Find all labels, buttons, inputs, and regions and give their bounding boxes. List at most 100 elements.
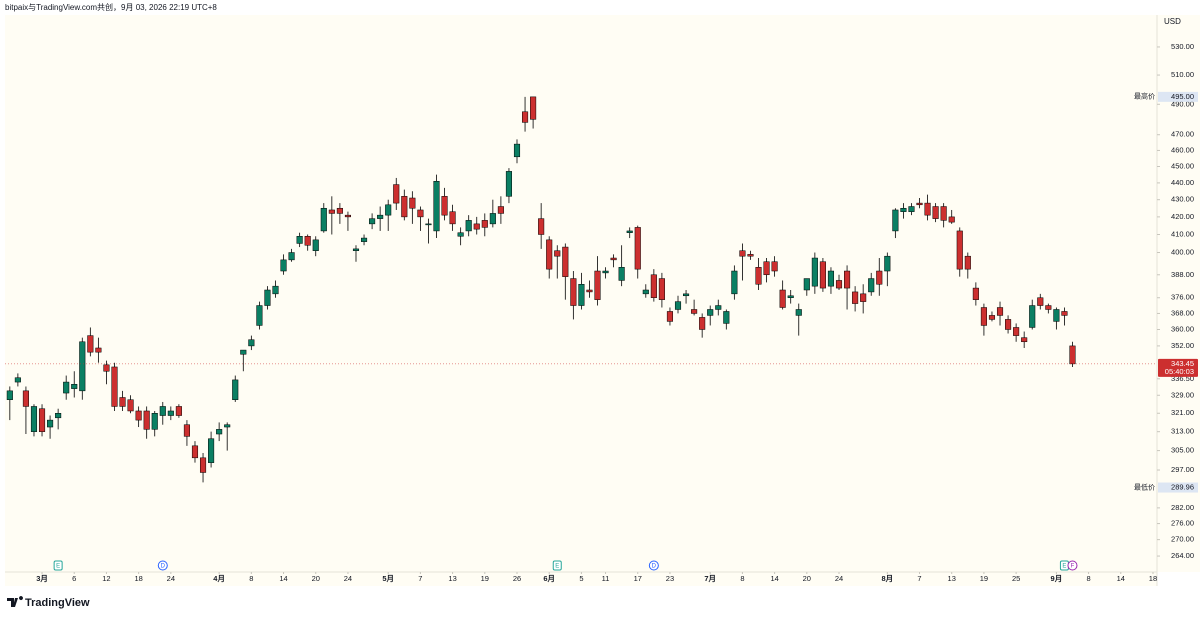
- candle-body: [844, 270, 851, 289]
- event-label: E: [56, 564, 60, 570]
- candle-body: [980, 307, 987, 326]
- x-tick-label: 24: [835, 574, 843, 583]
- candles: [6, 96, 1076, 483]
- low-marker-box: [1158, 482, 1198, 493]
- candle-body: [135, 410, 142, 421]
- candle-body: [481, 220, 488, 228]
- event-label: F: [1071, 564, 1075, 570]
- x-tick-label: 5月: [382, 574, 394, 583]
- candle-body: [683, 293, 690, 297]
- candle-body: [852, 291, 859, 304]
- candle-body: [497, 206, 504, 214]
- y-tick-label: 297.00: [1171, 465, 1194, 474]
- candle-body: [803, 278, 810, 291]
- candle-body: [119, 397, 126, 407]
- candle-body: [159, 406, 166, 416]
- candle-body: [304, 236, 311, 246]
- y-tick-label: 282.00: [1171, 503, 1194, 512]
- candle-body: [650, 274, 657, 298]
- candle-body: [328, 209, 335, 214]
- candle-body: [819, 261, 826, 289]
- candle-body: [908, 206, 915, 212]
- logo-icon: [7, 596, 23, 607]
- candle-body: [674, 301, 682, 310]
- candle-body: [433, 180, 440, 232]
- candle-body: [224, 424, 231, 428]
- x-tick-label: 17: [634, 574, 642, 583]
- x-tick-label: 8月: [881, 574, 893, 583]
- candle-body: [642, 289, 649, 295]
- x-tick-label: 7: [418, 574, 422, 583]
- candle-body: [940, 206, 947, 221]
- candle-body: [191, 445, 199, 459]
- candle-body: [385, 204, 392, 216]
- candle-body: [932, 206, 939, 219]
- candle-body: [151, 413, 158, 430]
- countdown: 05:40:03: [1165, 367, 1194, 376]
- candle-body: [763, 261, 770, 276]
- event-marker: [1067, 560, 1078, 571]
- x-tick-label: 11: [602, 574, 610, 583]
- y-tick-label: 360.00: [1171, 324, 1194, 333]
- low-marker-label: 最低价: [1134, 482, 1155, 491]
- logo: TradingView: [7, 596, 90, 609]
- x-tick-label: 19: [980, 574, 988, 583]
- candle-body: [626, 230, 633, 233]
- candle-body: [14, 377, 21, 383]
- x-tick-label: 4月: [213, 574, 225, 583]
- candle-body: [715, 305, 722, 310]
- high-marker-label: 最高价: [1134, 92, 1155, 101]
- candle-body: [208, 438, 215, 463]
- candle-body: [264, 289, 271, 306]
- candle-body: [248, 339, 255, 347]
- candle-body: [369, 218, 376, 225]
- candle-body: [876, 270, 883, 285]
- candle-body: [964, 255, 971, 270]
- y-tick-label: 470.00: [1171, 130, 1194, 139]
- currency: USD: [1164, 17, 1181, 26]
- candle-body: [288, 252, 295, 261]
- x-tick-label: 9月: [1051, 574, 1063, 583]
- candle-body: [38, 408, 46, 432]
- x-tick-label: 26: [513, 574, 521, 583]
- candle-body: [63, 381, 70, 394]
- candle-body: [739, 250, 746, 257]
- y-tick-label: 410.00: [1171, 229, 1194, 238]
- event-label: E: [555, 564, 559, 570]
- x-tick-label: 3月: [36, 574, 48, 583]
- event-marker: [648, 560, 659, 571]
- candle-body: [860, 293, 867, 302]
- x-tick-label: 18: [1149, 574, 1157, 583]
- candle-body: [312, 239, 319, 251]
- x-tick-label: 14: [279, 574, 287, 583]
- candle-body: [55, 413, 62, 419]
- logo-text: TradingView: [25, 597, 90, 609]
- candle-body: [972, 287, 979, 300]
- y-tick-label: 530.00: [1171, 42, 1194, 51]
- high-marker-value: 495.00: [1171, 92, 1194, 101]
- y-tick-label: 321.00: [1171, 408, 1194, 417]
- candle-body: [666, 311, 674, 322]
- x-tick-label: 13: [448, 574, 456, 583]
- candle-body: [344, 214, 351, 218]
- candle-body: [79, 341, 86, 392]
- candle-body: [272, 285, 279, 295]
- y-tick-label: 368.00: [1171, 308, 1194, 317]
- candle-body: [578, 284, 585, 306]
- candle-body: [723, 311, 730, 324]
- candle-body: [409, 197, 416, 209]
- y-tick-label: 430.00: [1171, 195, 1194, 204]
- candle-body: [868, 278, 875, 293]
- candle-body: [884, 255, 891, 272]
- candle-body: [175, 406, 182, 416]
- x-tick-label: 8: [740, 574, 744, 583]
- x-tick-label: 19: [481, 574, 489, 583]
- candle-body: [232, 379, 239, 400]
- y-tick-label: 329.00: [1171, 390, 1194, 399]
- candle-body: [900, 207, 907, 212]
- x-tick-label: 7: [917, 574, 921, 583]
- y-tick-label: 352.00: [1171, 341, 1194, 350]
- candle-body: [6, 390, 13, 400]
